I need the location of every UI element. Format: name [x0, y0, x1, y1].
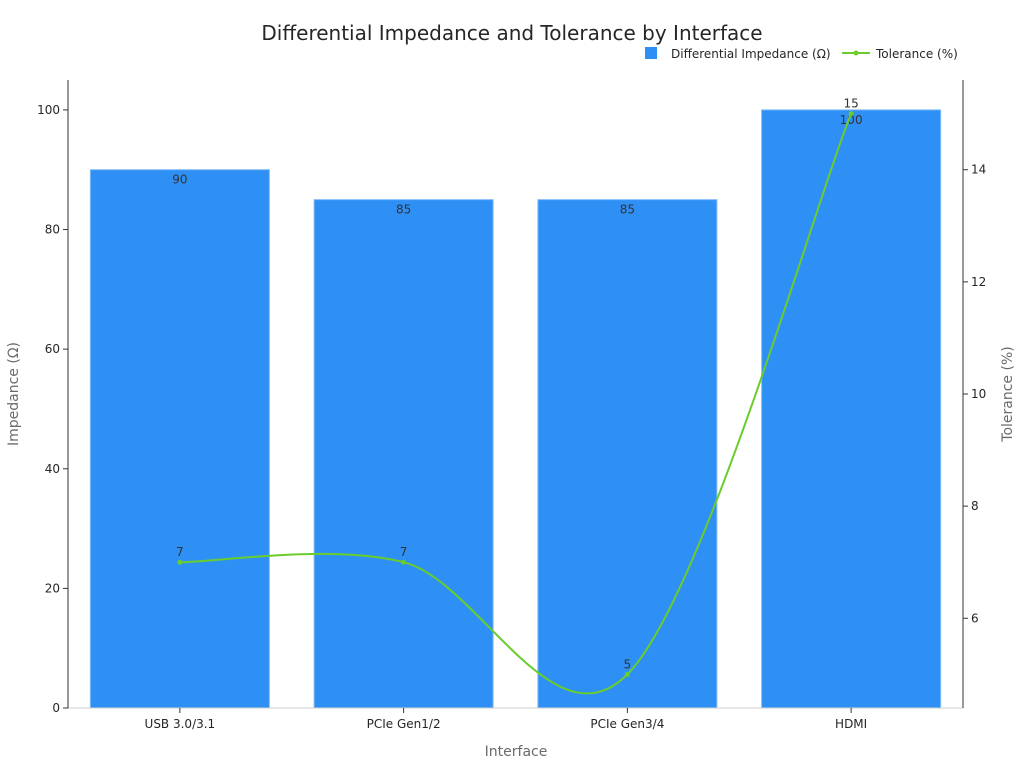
y2-tick-label-6: 6: [971, 611, 979, 625]
legend-swatch-impedance: [645, 47, 657, 59]
tolerance-point-usb-3-0-3-1: [177, 559, 183, 565]
x-axis-ticks: USB 3.0/3.1 PCIe Gen1/2 PCIe Gen3/4 HDMI: [145, 708, 867, 731]
tolerance-point-hdmi: [848, 111, 854, 117]
y2-tick-label-12: 12: [971, 275, 986, 289]
chart-title: Differential Impedance and Tolerance by …: [261, 21, 762, 45]
x-tick-label-pcie-gen1-2: PCIe Gen1/2: [367, 717, 441, 731]
y2-tick-label-10: 10: [971, 387, 986, 401]
legend-label-impedance: Differential Impedance (Ω): [671, 47, 831, 61]
y-tick-label-40: 40: [45, 462, 60, 476]
tolerance-label-hdmi: 15: [843, 97, 858, 111]
y-tick-label-80: 80: [45, 223, 60, 237]
y-tick-label-20: 20: [45, 581, 60, 595]
y2-tick-label-8: 8: [971, 499, 979, 513]
bar-usb-3-0-3-1: [89, 169, 270, 709]
y2-tick-label-14: 14: [971, 163, 986, 177]
y-axis-ticks: 0 20 40 60 80 100: [37, 103, 68, 715]
x-axis-title: Interface: [485, 744, 548, 760]
bar-pcie-gen1-2: [313, 199, 494, 709]
bar-data-labels: 90 85 85 100: [172, 113, 862, 217]
tolerance-label-pcie-gen3-4: 5: [624, 657, 632, 671]
y-tick-label-100: 100: [37, 103, 60, 117]
y2-axis-ticks: 6 8 10 12 14: [963, 163, 986, 625]
bar-label-pcie-gen3-4: 85: [620, 203, 635, 217]
x-tick-label-usb-3-0-3-1: USB 3.0/3.1: [145, 717, 216, 731]
y-tick-label-60: 60: [45, 342, 60, 356]
tolerance-line: [179, 113, 853, 695]
legend: Differential Impedance (Ω) Tolerance (%): [645, 47, 958, 61]
tolerance-point-pcie-gen1-2: [401, 559, 407, 565]
bar-series: [89, 109, 942, 709]
bar-label-hdmi: 100: [840, 113, 863, 127]
y-tick-label-0: 0: [52, 701, 60, 715]
legend-swatch-tolerance-marker: [853, 50, 859, 56]
tolerance-point-pcie-gen3-4: [624, 671, 630, 677]
bar-hdmi: [761, 109, 942, 709]
bar-pcie-gen3-4: [537, 199, 718, 709]
y-axis-title: Impedance (Ω): [6, 342, 22, 446]
x-tick-label-hdmi: HDMI: [835, 717, 867, 731]
tolerance-label-usb-3-0-3-1: 7: [176, 545, 184, 559]
bar-label-usb-3-0-3-1: 90: [172, 173, 187, 187]
y2-axis-title: Tolerance (%): [1000, 346, 1016, 442]
line-series: 7 7 5 15: [176, 97, 859, 695]
bar-label-pcie-gen1-2: 85: [396, 203, 411, 217]
tolerance-label-pcie-gen1-2: 7: [400, 545, 408, 559]
x-tick-label-pcie-gen3-4: PCIe Gen3/4: [590, 717, 664, 731]
legend-label-tolerance: Tolerance (%): [875, 47, 958, 61]
